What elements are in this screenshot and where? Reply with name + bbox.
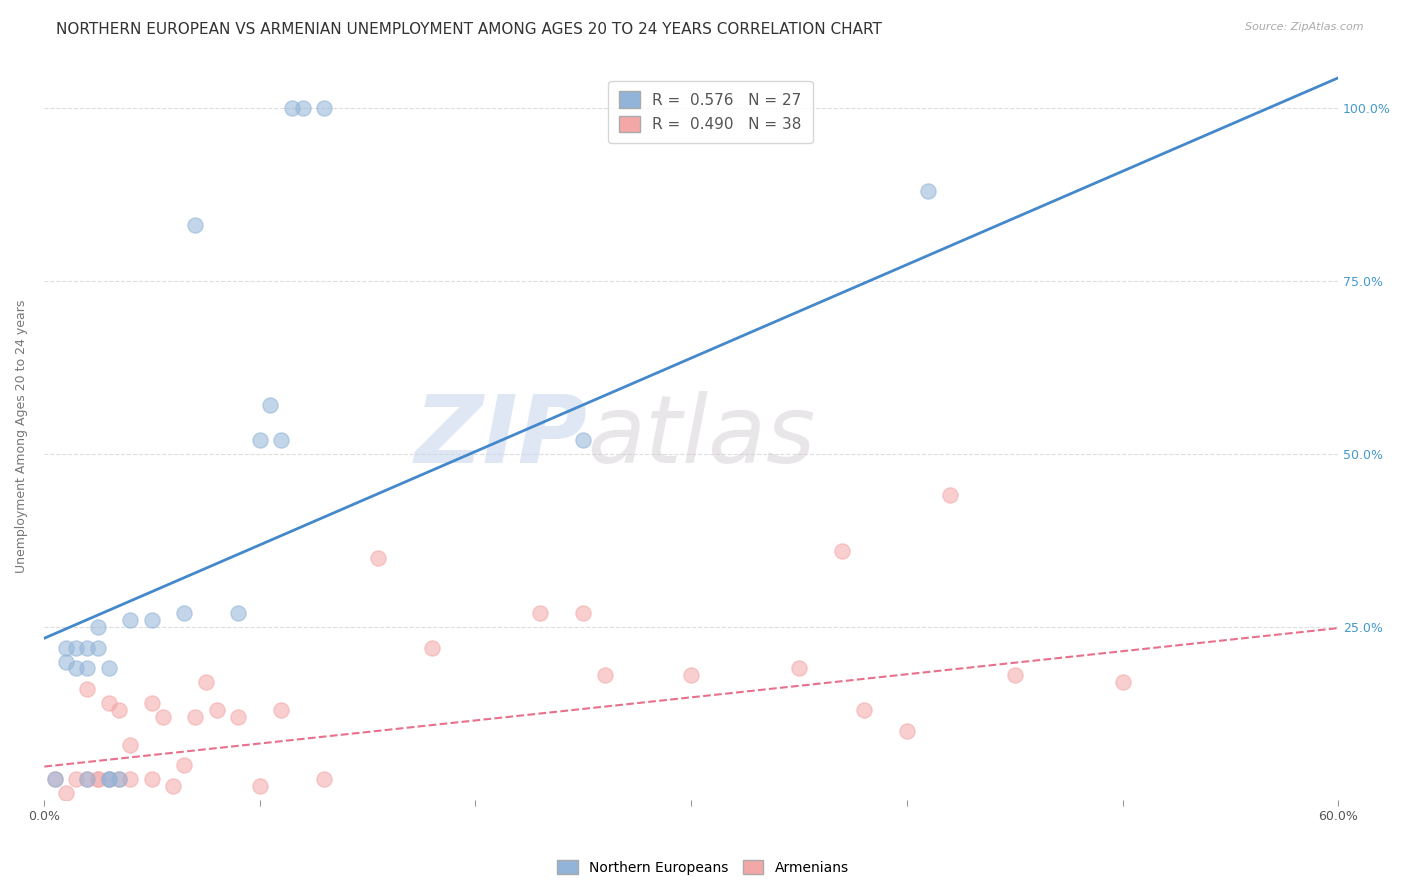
Point bbox=[249, 779, 271, 793]
Point bbox=[44, 772, 66, 787]
Point bbox=[367, 550, 389, 565]
Point bbox=[65, 661, 87, 675]
Text: Source: ZipAtlas.com: Source: ZipAtlas.com bbox=[1246, 22, 1364, 32]
Legend: R =  0.576   N = 27, R =  0.490   N = 38: R = 0.576 N = 27, R = 0.490 N = 38 bbox=[609, 80, 813, 143]
Point bbox=[108, 772, 131, 787]
Y-axis label: Unemployment Among Ages 20 to 24 years: Unemployment Among Ages 20 to 24 years bbox=[15, 300, 28, 574]
Point bbox=[281, 101, 304, 115]
Point bbox=[162, 779, 184, 793]
Point bbox=[76, 661, 98, 675]
Point bbox=[152, 710, 174, 724]
Point bbox=[97, 696, 120, 710]
Point bbox=[108, 703, 131, 717]
Text: atlas: atlas bbox=[588, 391, 815, 482]
Point bbox=[314, 772, 336, 787]
Point bbox=[141, 696, 163, 710]
Point bbox=[1004, 668, 1026, 682]
Point bbox=[65, 640, 87, 655]
Point bbox=[141, 772, 163, 787]
Point bbox=[194, 675, 217, 690]
Point bbox=[97, 772, 120, 787]
Point bbox=[87, 772, 110, 787]
Point bbox=[314, 101, 336, 115]
Point bbox=[529, 606, 551, 620]
Point bbox=[184, 710, 207, 724]
Point bbox=[120, 613, 142, 627]
Point bbox=[55, 655, 77, 669]
Point bbox=[205, 703, 228, 717]
Point bbox=[97, 772, 120, 787]
Point bbox=[97, 772, 120, 787]
Point bbox=[270, 703, 292, 717]
Point bbox=[76, 772, 98, 787]
Point bbox=[44, 772, 66, 787]
Point bbox=[831, 543, 853, 558]
Point bbox=[852, 703, 875, 717]
Point bbox=[76, 682, 98, 697]
Point bbox=[226, 606, 249, 620]
Point bbox=[184, 219, 207, 233]
Point bbox=[896, 723, 918, 738]
Point bbox=[917, 184, 939, 198]
Point bbox=[593, 668, 616, 682]
Point bbox=[87, 620, 110, 634]
Point bbox=[55, 640, 77, 655]
Point bbox=[291, 101, 314, 115]
Point bbox=[939, 488, 962, 502]
Point bbox=[572, 606, 595, 620]
Point bbox=[173, 758, 195, 772]
Point bbox=[87, 640, 110, 655]
Point bbox=[120, 772, 142, 787]
Point bbox=[141, 613, 163, 627]
Point bbox=[120, 738, 142, 752]
Point bbox=[259, 398, 281, 412]
Legend: Northern Europeans, Armenians: Northern Europeans, Armenians bbox=[551, 855, 855, 880]
Point bbox=[97, 661, 120, 675]
Point bbox=[270, 433, 292, 447]
Point bbox=[681, 668, 703, 682]
Text: ZIP: ZIP bbox=[415, 391, 588, 483]
Text: NORTHERN EUROPEAN VS ARMENIAN UNEMPLOYMENT AMONG AGES 20 TO 24 YEARS CORRELATION: NORTHERN EUROPEAN VS ARMENIAN UNEMPLOYME… bbox=[56, 22, 882, 37]
Point bbox=[87, 772, 110, 787]
Point bbox=[173, 606, 195, 620]
Point bbox=[1111, 675, 1133, 690]
Point bbox=[76, 640, 98, 655]
Point bbox=[572, 433, 595, 447]
Point bbox=[55, 786, 77, 800]
Point bbox=[226, 710, 249, 724]
Point bbox=[249, 433, 271, 447]
Point bbox=[787, 661, 810, 675]
Point bbox=[108, 772, 131, 787]
Point bbox=[65, 772, 87, 787]
Point bbox=[420, 640, 443, 655]
Point bbox=[76, 772, 98, 787]
